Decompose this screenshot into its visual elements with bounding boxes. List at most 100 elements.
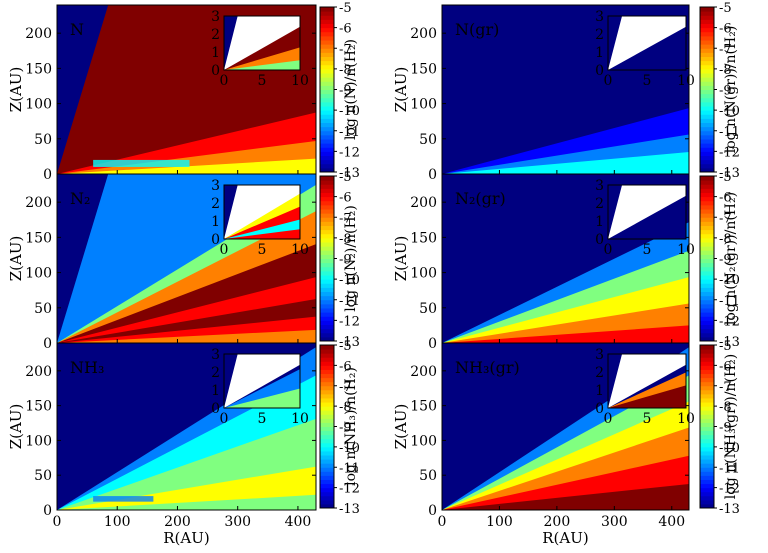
colorbar-step — [700, 110, 714, 115]
colorbar-step — [320, 180, 334, 185]
inset-y-tick-label: 0 — [595, 63, 604, 79]
colorbar-step — [700, 122, 714, 128]
colorbar-step — [700, 40, 714, 45]
colorbar-step — [700, 483, 714, 489]
y-tick-label: 200 — [410, 26, 437, 42]
inset-x-tick-label: 5 — [258, 411, 267, 427]
inset-y-tick-label: 3 — [211, 347, 220, 363]
colorbar-tick-label: -7 — [339, 42, 352, 57]
colorbar-step — [320, 52, 334, 57]
colorbar-step — [320, 299, 334, 305]
species-label: N₂(gr) — [455, 189, 506, 208]
colorbar-step — [700, 503, 714, 509]
y-tick-label: 150 — [25, 399, 52, 415]
colorbar-tick-label: -6 — [339, 22, 352, 37]
colorbar-tick-label: -9 — [339, 84, 352, 99]
colorbar-step — [700, 11, 714, 16]
colorbar-step — [320, 365, 334, 370]
inset-x-tick-label: 5 — [258, 242, 267, 258]
colorbar-step — [700, 64, 714, 70]
colorbar-step — [320, 503, 334, 509]
inset-frame — [223, 184, 301, 240]
inset-y-tick-label: 1 — [595, 214, 604, 230]
colorbar-tick-label: -10 — [719, 273, 740, 288]
colorbar-step — [320, 40, 334, 45]
colorbar-step — [320, 89, 334, 95]
colorbar-step — [700, 426, 714, 432]
inset-frame — [223, 353, 301, 409]
colorbar-step — [320, 324, 334, 330]
colorbar-step — [320, 81, 334, 86]
colorbar-step — [320, 430, 334, 436]
colorbar-step — [700, 31, 714, 37]
inset-x-tick-label: 5 — [258, 73, 267, 89]
colorbar-step — [320, 287, 334, 292]
colorbar-step — [320, 221, 334, 226]
inset-y-tick-label: 1 — [211, 214, 220, 230]
colorbar-step — [700, 196, 714, 202]
colorbar-step — [320, 209, 334, 214]
colorbar-step — [700, 68, 714, 74]
colorbar-step — [700, 434, 714, 440]
colorbar-tick-label: -11 — [339, 125, 360, 140]
colorbar-step — [700, 233, 714, 239]
colorbar-step — [320, 176, 334, 181]
y-tick-label: 200 — [410, 364, 437, 380]
colorbar-step — [320, 163, 334, 169]
x-tick-label: 100 — [104, 514, 131, 530]
colorbar-step — [320, 381, 334, 387]
inset-x-tick-label: 5 — [643, 411, 652, 427]
colorbar-tick-label: -6 — [719, 359, 732, 374]
y-tick-label: 0 — [43, 336, 52, 352]
colorbar-step — [320, 68, 334, 74]
colorbar-step — [700, 279, 714, 284]
contour-band — [57, 329, 316, 343]
inset-x-tick-label: 5 — [643, 73, 652, 89]
colorbar-step — [320, 44, 334, 49]
colorbar-step — [320, 73, 334, 78]
inset-wedge — [608, 16, 686, 70]
inset-frame — [223, 15, 301, 71]
colorbar: -5 -6 -7 -8 -9 -10 -11 -12 -13 log n(N)/n(H₂) — [319, 1, 360, 181]
colorbar-step — [320, 446, 334, 452]
colorbar-step — [700, 479, 714, 485]
colorbar-step — [700, 126, 714, 132]
y-tick-label: 150 — [410, 61, 437, 77]
colorbar: -5 -6 -7 -8 -9 -10 -11 -12 -13 log n(NH₃)/n(H₂) — [319, 339, 360, 517]
y-tick-label: 100 — [410, 97, 437, 113]
colorbar-step — [320, 418, 334, 423]
colorbar-tick-label: -11 — [339, 461, 360, 476]
inset-disk — [608, 195, 686, 239]
colorbar-step — [700, 446, 714, 452]
contour-spot — [93, 496, 154, 502]
colorbar-step — [320, 471, 334, 476]
colorbar-step — [320, 250, 334, 255]
colorbar-tick-label: -8 — [719, 63, 732, 78]
colorbar-step — [320, 130, 334, 136]
y-tick-label: 150 — [410, 399, 437, 415]
contour-spot — [93, 159, 190, 167]
y-tick-label: 200 — [410, 195, 437, 211]
colorbar-step — [700, 389, 714, 395]
inset-y-tick-label: 1 — [211, 45, 220, 61]
colorbar-step — [320, 15, 334, 20]
colorbar-step — [700, 254, 714, 259]
colorbar-step — [320, 11, 334, 16]
colorbar-step — [700, 295, 714, 301]
colorbar-step — [700, 151, 714, 156]
y-tick-label: 100 — [410, 433, 437, 449]
colorbar-step — [320, 495, 334, 501]
colorbar-step — [700, 308, 714, 313]
colorbar-step — [320, 60, 334, 66]
y-axis-label: Z(AU) — [7, 67, 25, 113]
colorbar-step — [700, 455, 714, 460]
colorbar-step — [700, 393, 714, 399]
colorbar-step — [700, 19, 714, 24]
inset-y-tick-label: 0 — [595, 232, 604, 248]
colorbar-step — [700, 320, 714, 325]
wedge-group — [442, 5, 689, 174]
inset-x-tick-label: 10 — [677, 411, 695, 427]
